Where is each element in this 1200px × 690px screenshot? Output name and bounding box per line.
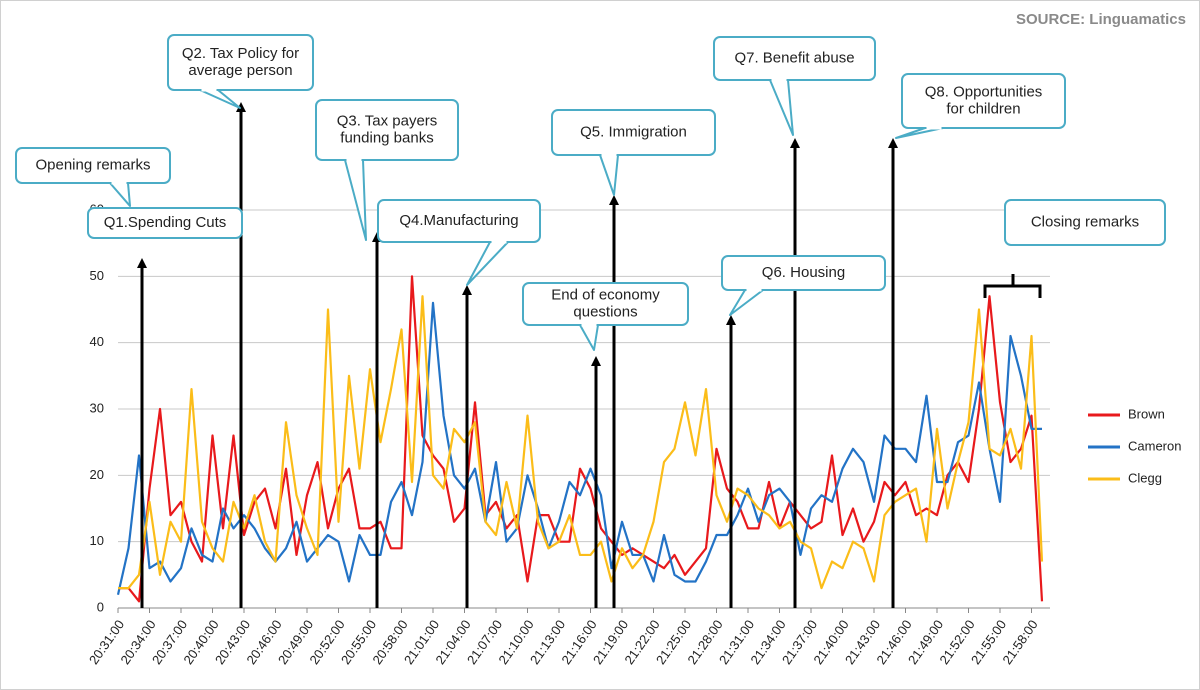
callout-box <box>721 255 886 291</box>
callout-text: End of economy <box>551 286 660 303</box>
callout-box <box>15 147 171 184</box>
callout-text: average person <box>188 62 292 79</box>
callout-box <box>377 199 541 243</box>
callout-text: questions <box>573 303 637 320</box>
callout-text: Q2. Tax Policy for <box>182 45 299 62</box>
callout-text: Opening remarks <box>35 156 150 173</box>
arrow-head <box>236 102 246 112</box>
legend-label: Clegg <box>1128 470 1162 485</box>
y-tick-label: 20 <box>90 467 104 482</box>
callout-text: Q1.Spending Cuts <box>104 214 227 231</box>
callout-text: Q3. Tax payers <box>337 112 438 129</box>
legend-label: Cameron <box>1128 438 1181 453</box>
arrow-head <box>790 138 800 148</box>
callout-text: Q6. Housing <box>762 264 845 281</box>
callout-box <box>901 73 1066 129</box>
callout-box <box>1004 199 1166 246</box>
source: SOURCE: Linguamatics <box>1016 11 1186 28</box>
closing-brace <box>983 274 1042 298</box>
arrow-head <box>462 285 472 295</box>
arrow-head <box>609 195 619 205</box>
callout-box <box>87 207 243 239</box>
arrow-head <box>591 356 601 366</box>
y-tick-label: 10 <box>90 533 104 548</box>
arrow-head <box>137 258 147 268</box>
arrow-head <box>888 138 898 148</box>
callout-text: funding banks <box>340 129 433 146</box>
callout-text: Q4.Manufacturing <box>399 212 518 229</box>
callout-text: for children <box>946 100 1020 117</box>
callout-box <box>167 34 314 91</box>
y-tick-label: 30 <box>90 400 104 415</box>
y-tick-label: 0 <box>97 599 104 614</box>
series-line <box>118 295 1044 590</box>
callout-text: Q7. Benefit abuse <box>734 49 854 66</box>
arrow-head <box>726 315 736 325</box>
callout-box <box>315 99 459 161</box>
callout-box <box>522 282 689 326</box>
callout-text: Q5. Immigration <box>580 123 687 140</box>
callout-text: Closing remarks <box>1031 213 1139 230</box>
callout-text: Q8. Opportunities <box>925 83 1043 100</box>
y-tick-label: 50 <box>90 268 104 283</box>
callout-box <box>713 36 876 81</box>
legend-label: Brown <box>1128 406 1165 421</box>
y-tick-label: 40 <box>90 334 104 349</box>
callout-box <box>551 109 716 156</box>
series-line <box>118 275 1044 603</box>
